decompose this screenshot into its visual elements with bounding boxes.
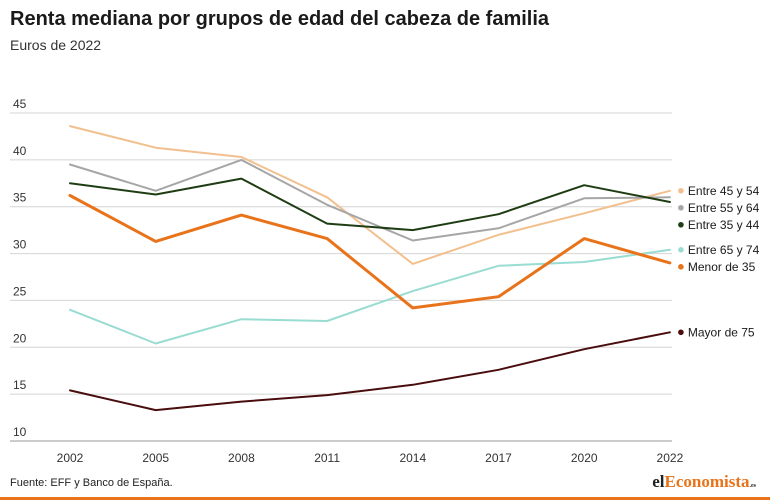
y-tick-label-25: 25 — [13, 284, 27, 298]
x-tick-label-2022: 2022 — [657, 451, 684, 465]
legend: Entre 45 y 54 Entre 55 y 64 Entre 35 y 44 E… — [678, 184, 760, 339]
x-tick-label-2002: 2002 — [57, 451, 84, 465]
grid-lines — [10, 112, 672, 442]
series-line-mayor-de-75 — [69, 331, 671, 412]
series-line-menor-de-35 — [68, 194, 672, 310]
x-tick-label-2011: 2011 — [314, 451, 340, 465]
y-tick-label-40: 40 — [13, 144, 27, 158]
legend-marker-menor-de-35 — [678, 264, 684, 270]
y-tick-label-45: 45 — [13, 97, 27, 111]
legend-marker-entre-45-y-54 — [678, 187, 684, 194]
legend-item-mayor-de-75: Mayor de 75 — [678, 325, 755, 339]
logo-accent: Economista — [664, 472, 750, 491]
chart-title: Renta mediana por grupos de edad del cab… — [10, 8, 550, 30]
x-tick-label-2020: 2020 — [571, 451, 598, 465]
source-note: Fuente: EFF y Banco de España. — [10, 477, 173, 489]
series-line-entre-55-y-64 — [69, 158, 671, 242]
legend-label-entre-45-y-54: Entre 45 y 54 — [688, 184, 760, 198]
y-tick-label-15: 15 — [13, 378, 27, 392]
x-tick-label-2005: 2005 — [142, 451, 169, 465]
x-tick-label-2017: 2017 — [485, 451, 512, 465]
legend-label-entre-55-y-64: Entre 55 y 64 — [688, 201, 760, 215]
series-line-entre-65-y-74 — [69, 248, 671, 345]
publisher-logo[interactable]: elEconomista.es — [652, 472, 756, 492]
legend-marker-entre-55-y-64 — [678, 204, 684, 211]
legend-marker-mayor-de-75 — [678, 329, 684, 336]
y-tick-label-30: 30 — [13, 238, 27, 252]
legend-label-mayor-de-75: Mayor de 75 — [688, 325, 755, 339]
legend-label-entre-65-y-74: Entre 65 y 74 — [688, 243, 760, 257]
series-line-entre-45-y-54 — [69, 125, 671, 265]
legend-label-entre-35-y-44: Entre 35 y 44 — [688, 218, 760, 232]
x-tick-label-2014: 2014 — [399, 451, 426, 465]
chart-subtitle: Euros de 2022 — [10, 37, 102, 53]
x-axis-ticks: 2002 2005 2008 2011 2014 2017 2020 2022 — [57, 451, 684, 465]
legend-item-menor-de-35: Menor de 35 — [678, 260, 756, 274]
y-axis-ticks: 10 15 20 25 30 35 40 45 — [13, 97, 27, 439]
legend-item-entre-55-y-64: Entre 55 y 64 — [678, 201, 760, 215]
legend-item-entre-45-y-54: Entre 45 y 54 — [678, 184, 760, 198]
logo-prefix: el — [652, 472, 665, 491]
series-line-entre-35-y-44 — [69, 177, 671, 232]
legend-item-entre-35-y-44: Entre 35 y 44 — [678, 218, 760, 232]
legend-item-entre-65-y-74: Entre 65 y 74 — [678, 243, 760, 257]
bottom-accent-bar — [0, 497, 770, 500]
x-tick-label-2008: 2008 — [228, 451, 255, 465]
legend-marker-entre-65-y-74 — [678, 247, 684, 253]
y-tick-label-35: 35 — [13, 191, 27, 205]
legend-marker-entre-35-y-44 — [678, 221, 684, 228]
y-tick-label-10: 10 — [13, 425, 27, 439]
logo-suffix: .es — [749, 483, 757, 489]
series-lines — [68, 125, 672, 412]
y-tick-label-20: 20 — [13, 331, 27, 345]
legend-label-menor-de-35: Menor de 35 — [688, 260, 756, 274]
line-chart: 10 15 20 25 30 35 40 45 2002 2005 2008 2011 2014 201… — [10, 97, 760, 465]
